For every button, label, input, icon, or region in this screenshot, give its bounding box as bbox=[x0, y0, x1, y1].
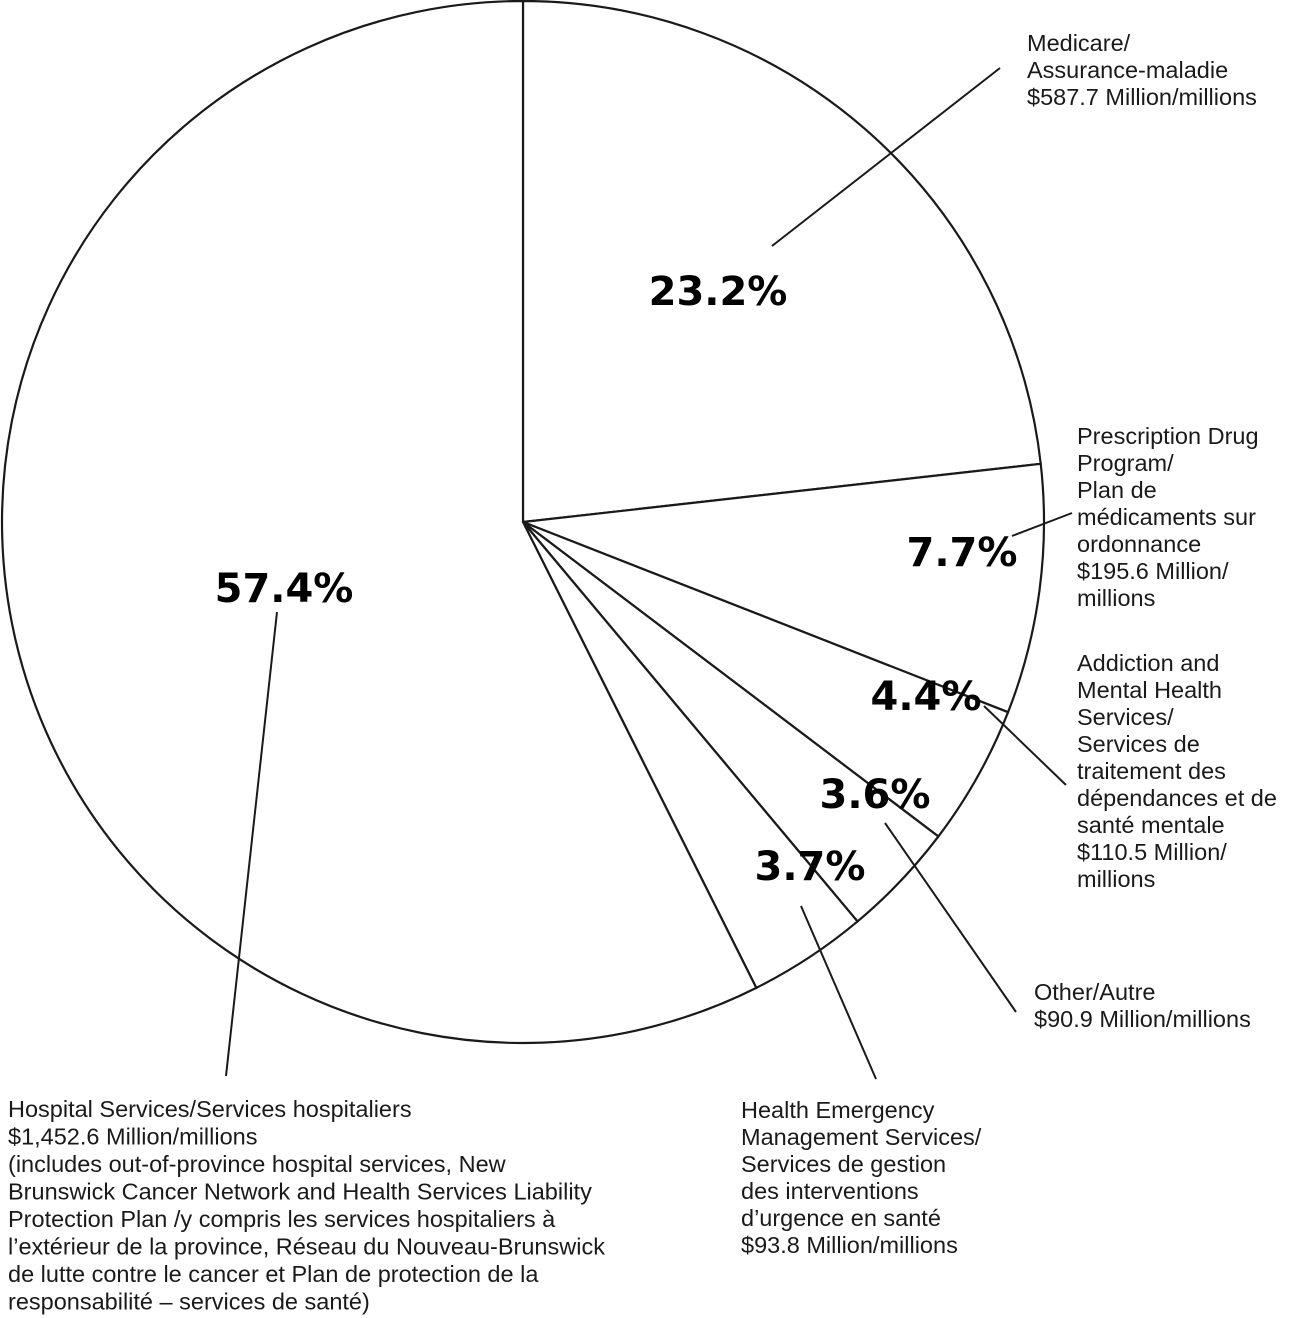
slice-percent-label-2: 4.4% bbox=[871, 674, 982, 720]
slice-label-2: Addiction and Mental Health Services/Servi… bbox=[1077, 650, 1277, 892]
slice-label-line: traitement des bbox=[1077, 758, 1226, 784]
slice-label-1: Prescription Drug Program/Plan de médicame… bbox=[1077, 423, 1259, 611]
leader-line-0 bbox=[771, 67, 1001, 247]
slice-label-line: Hospital Services/Services hospitaliers bbox=[8, 1096, 412, 1122]
leader-line-5 bbox=[225, 611, 278, 1077]
slice-label-line: Services/ bbox=[1077, 704, 1174, 730]
slice-label-line: d’urgence en santé bbox=[741, 1205, 941, 1231]
slice-percent-label-5: 57.4% bbox=[215, 566, 354, 612]
slice-label-line: Medicare/ bbox=[1027, 30, 1131, 56]
slice-label-line: millions bbox=[1077, 585, 1155, 611]
slice-label-5: Hospital Services/Services hospitaliers $… bbox=[8, 1096, 605, 1315]
slice-label-line: médicaments sur bbox=[1077, 504, 1256, 530]
slice-label-line: Assurance-maladie bbox=[1027, 57, 1228, 83]
slice-label-line: Other/Autre bbox=[1034, 979, 1155, 1005]
slice-label-line: responsabilité – services de santé) bbox=[8, 1289, 370, 1315]
slice-label-line: (includes out-of-province hospital servi… bbox=[8, 1151, 507, 1177]
slice-label-line: Health Emergency bbox=[741, 1097, 935, 1123]
leader-line-2 bbox=[983, 705, 1067, 786]
slice-label-line: Services de gestion bbox=[741, 1151, 946, 1177]
slice-percent-label-0: 23.2% bbox=[649, 269, 788, 315]
pie-slice-0 bbox=[521, 0, 1042, 524]
slice-label-line: $195.6 Million/ bbox=[1077, 558, 1229, 584]
slice-percent-label-3: 3.6% bbox=[820, 772, 931, 818]
leader-line-1 bbox=[1011, 512, 1073, 537]
slice-label-line: santé mentale bbox=[1077, 812, 1225, 838]
slice-label-line: $93.8 Million/millions bbox=[741, 1232, 958, 1258]
slice-label-line: Program/ bbox=[1077, 450, 1174, 476]
slice-label-line: des interventions bbox=[741, 1178, 919, 1204]
slice-label-line: Brunswick Cancer Network and Health Serv… bbox=[8, 1179, 592, 1205]
slice-label-line: Mental Health bbox=[1077, 677, 1222, 703]
slice-percent-label-4: 3.7% bbox=[755, 844, 866, 890]
slice-label-line: Services de bbox=[1077, 731, 1200, 757]
slice-label-line: Protection Plan /y compris les services … bbox=[8, 1206, 556, 1232]
slice-label-line: dépendances et de bbox=[1077, 785, 1277, 811]
slice-label-line: $110.5 Million/ bbox=[1077, 839, 1227, 865]
leader-line-4 bbox=[800, 905, 877, 1080]
slice-label-line: $1,452.6 Million/millions bbox=[8, 1124, 257, 1150]
leader-line-3 bbox=[884, 822, 1017, 1013]
slice-label-line: Management Services/ bbox=[741, 1124, 982, 1150]
pie-slice-5 bbox=[0, 0, 758, 1045]
slice-label-4: Health Emergency Management Services/Serv… bbox=[741, 1097, 982, 1258]
slice-label-0: Medicare/Assurance-maladie $587.7 Million… bbox=[1027, 30, 1257, 110]
slice-label-line: Prescription Drug bbox=[1077, 423, 1259, 449]
slice-label-line: de lutte contre le cancer et Plan de pro… bbox=[8, 1261, 539, 1287]
slice-label-3: Other/Autre $90.9 Million/millions bbox=[1034, 979, 1251, 1032]
slice-label-line: Addiction and bbox=[1077, 650, 1219, 676]
slice-percent-label-1: 7.7% bbox=[907, 530, 1018, 576]
pie-slice-1 bbox=[522, 462, 1046, 714]
slice-label-line: Plan de bbox=[1077, 477, 1157, 503]
slice-label-line: ordonnance bbox=[1077, 531, 1201, 557]
slice-label-line: $587.7 Million/millions bbox=[1027, 84, 1257, 110]
slice-label-line: $90.9 Million/millions bbox=[1034, 1006, 1251, 1032]
slice-label-line: l’extérieur de la province, Réseau du No… bbox=[8, 1234, 605, 1260]
slice-label-line: millions bbox=[1077, 866, 1155, 892]
